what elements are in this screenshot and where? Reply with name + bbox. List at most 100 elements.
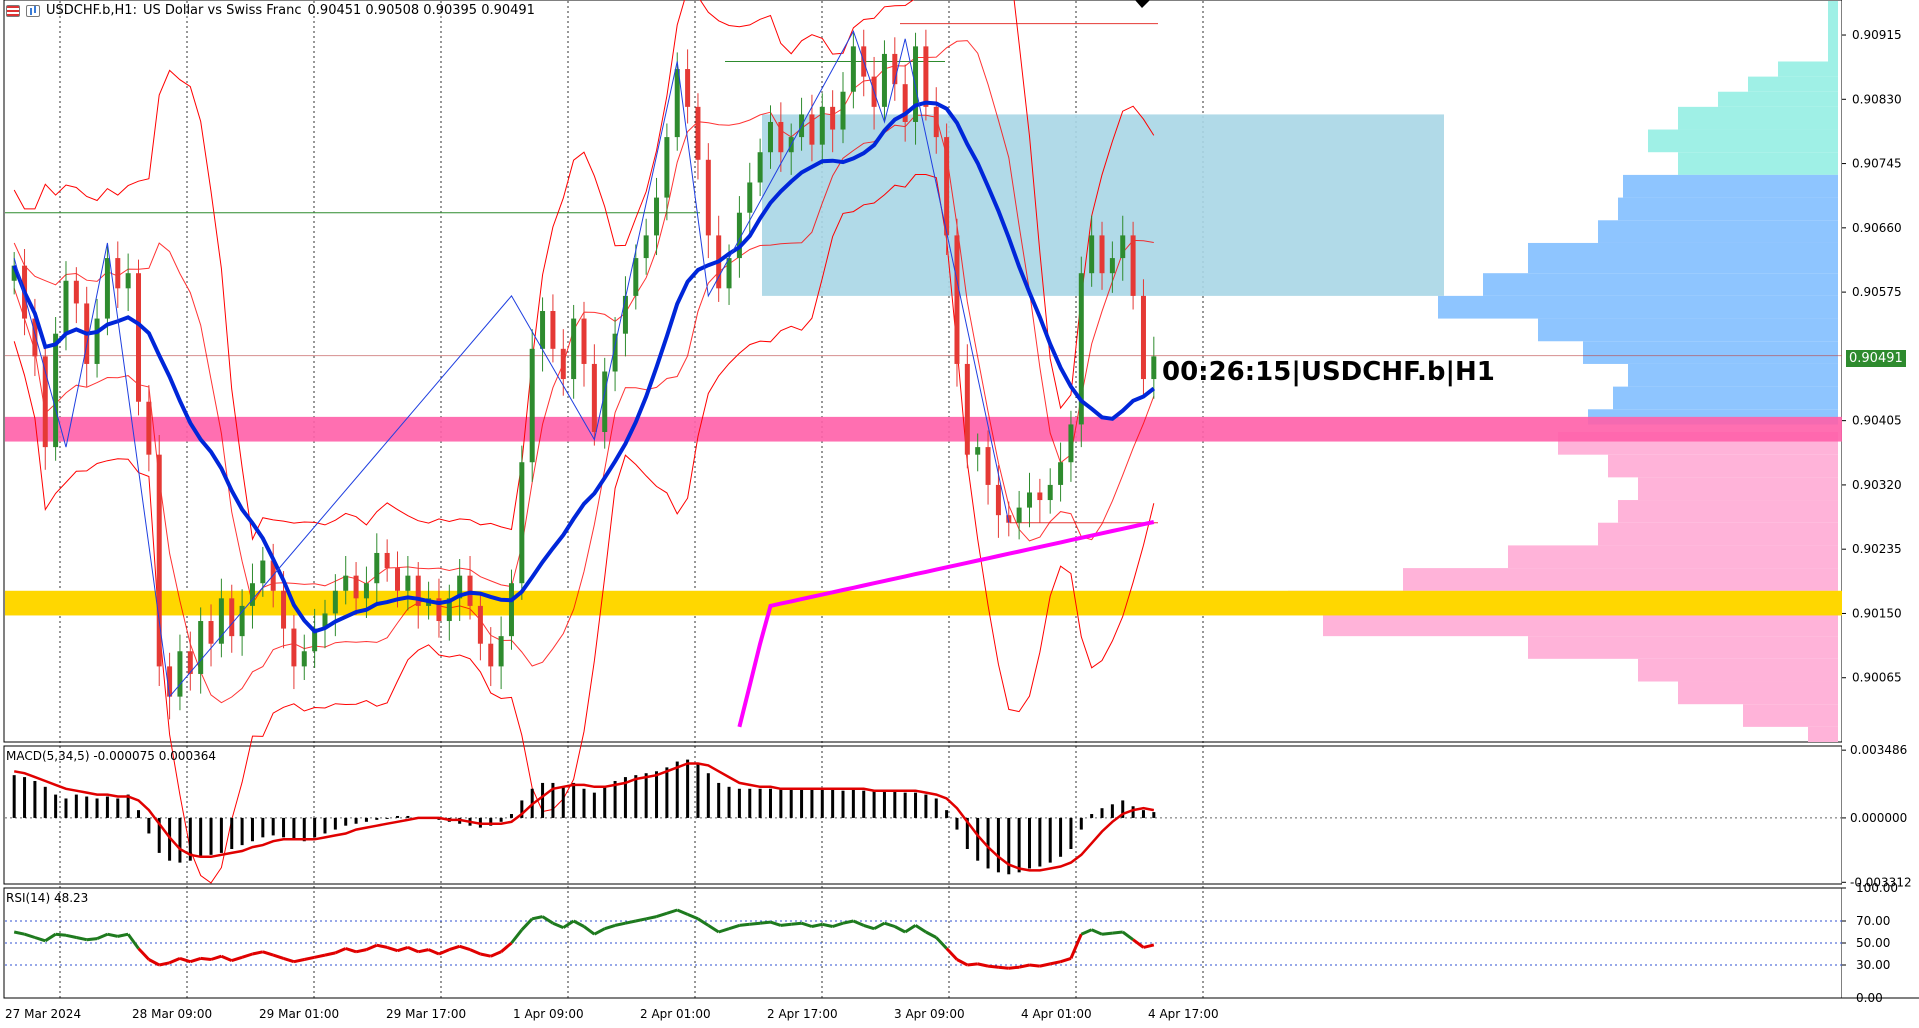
rsi-segment: [1143, 943, 1155, 949]
macd-hist-bar: [168, 817, 172, 861]
candle-body: [457, 575, 463, 599]
x-tick-label: 4 Apr 17:00: [1148, 1007, 1219, 1021]
macd-hist-bar: [354, 817, 358, 824]
candle-body: [363, 583, 369, 599]
macd-hist-bar: [706, 773, 710, 818]
candle-body: [115, 258, 121, 289]
rsi-segment: [262, 950, 274, 957]
header-description: US Dollar vs Swiss Franc: [142, 3, 302, 18]
candle-body: [498, 636, 504, 667]
macd-hist-bar: [561, 786, 565, 818]
rsi-segment: [1080, 928, 1093, 936]
candle-body: [664, 137, 670, 198]
y-tick-label: 0.90575: [1852, 285, 1902, 299]
x-tick-label: 2 Apr 01:00: [640, 1007, 711, 1021]
candle-body: [1109, 258, 1115, 274]
rsi-segment: [303, 955, 315, 961]
x-tick-label: 28 Mar 09:00: [132, 1007, 212, 1021]
volume-profile-bar: [1508, 545, 1838, 569]
rsi-segment: [687, 913, 699, 921]
macd-hist-bar: [147, 817, 151, 834]
candle-body: [529, 348, 535, 463]
volume-profile-bar: [1638, 477, 1838, 501]
rsi-segment: [376, 943, 388, 949]
candle-body: [560, 348, 566, 380]
macd-hist-bar: [1100, 808, 1104, 818]
volume-profile-bar: [1438, 295, 1838, 319]
rsi-segment: [210, 954, 222, 961]
rsi-segment: [96, 932, 109, 940]
candle-body: [353, 575, 359, 599]
chart-header: USDCHF.b,H1: US Dollar vs Swiss Franc 0.…: [6, 3, 535, 18]
volume-profile-bar: [1618, 500, 1838, 523]
macd-hist-bar: [219, 817, 223, 853]
y-tick-label: 0.90915: [1852, 28, 1902, 42]
macd-hist-bar: [976, 817, 980, 861]
macd-hist-bar: [230, 817, 234, 850]
rsi-segment: [739, 922, 750, 927]
macd-hist-bar: [789, 788, 793, 818]
rsi-segment: [293, 958, 305, 964]
y-tick-label: 0.90745: [1852, 157, 1902, 171]
volume-profile-bar: [1678, 106, 1838, 130]
macd-hist-bar: [209, 817, 213, 855]
candle-body: [913, 46, 919, 122]
volume-profile-bar: [1483, 273, 1838, 296]
rsi-segment: [572, 919, 585, 928]
rsi-segment: [34, 936, 46, 943]
rsi-segment: [728, 923, 740, 931]
rsi-segment: [283, 956, 295, 964]
candle-body: [322, 613, 328, 629]
macd-hist-bar: [323, 817, 327, 834]
rsi-segment: [220, 954, 233, 962]
macd-hist-bar: [313, 817, 317, 838]
rsi-segment: [314, 953, 326, 959]
candle-body: [312, 628, 318, 652]
candle-body: [902, 84, 908, 122]
candle-body: [239, 605, 245, 637]
x-tick-label: 29 Mar 01:00: [259, 1007, 339, 1021]
macd-signal-line: [13, 762, 1155, 872]
macd-hist-bar: [23, 777, 27, 818]
rsi-segment: [407, 946, 419, 954]
rsi-segment: [1018, 963, 1030, 969]
rsi-segment: [863, 923, 875, 931]
rsi-segment: [842, 919, 854, 925]
candle-body: [1058, 462, 1064, 485]
rsi-segment: [13, 930, 25, 936]
rsi-segment: [1049, 960, 1061, 966]
rsi-segment: [334, 947, 347, 955]
candle-body: [591, 363, 597, 432]
candle-body: [695, 106, 701, 160]
macd-hist-bar: [592, 792, 596, 818]
candle-body: [177, 651, 183, 697]
macd-hist-bar: [1007, 817, 1011, 875]
rsi-segment: [977, 962, 989, 968]
candle-body: [104, 258, 110, 319]
macd-hist-bar: [54, 794, 58, 818]
macd-hist-bar: [344, 817, 348, 826]
rsi-segment: [158, 961, 170, 967]
macd-hist-bar: [613, 780, 617, 818]
rsi-segment: [562, 919, 575, 929]
volume-profile-bar: [1743, 704, 1838, 727]
macd-hist-bar: [261, 817, 265, 838]
rsi-segment: [967, 962, 978, 967]
macd-hist-bar: [105, 796, 109, 818]
macd-hist-bar: [727, 786, 731, 818]
candle-body: [705, 159, 711, 236]
macd-hist-bar: [509, 814, 513, 818]
menu-icon[interactable]: [6, 4, 20, 17]
ma-slow-line: [737, 520, 1155, 728]
candle-body: [685, 69, 691, 107]
chart-type-icon[interactable]: [26, 4, 40, 17]
rsi-segment: [365, 943, 378, 951]
x-tick-label: 4 Apr 01:00: [1021, 1007, 1092, 1021]
y-tick-label: 0.90830: [1852, 92, 1902, 106]
macd-hist-bar: [696, 763, 700, 818]
rsi-segment: [1039, 962, 1051, 968]
candle-body: [550, 311, 556, 349]
rsi-segment: [1101, 931, 1113, 936]
rsi-segment: [791, 921, 802, 926]
